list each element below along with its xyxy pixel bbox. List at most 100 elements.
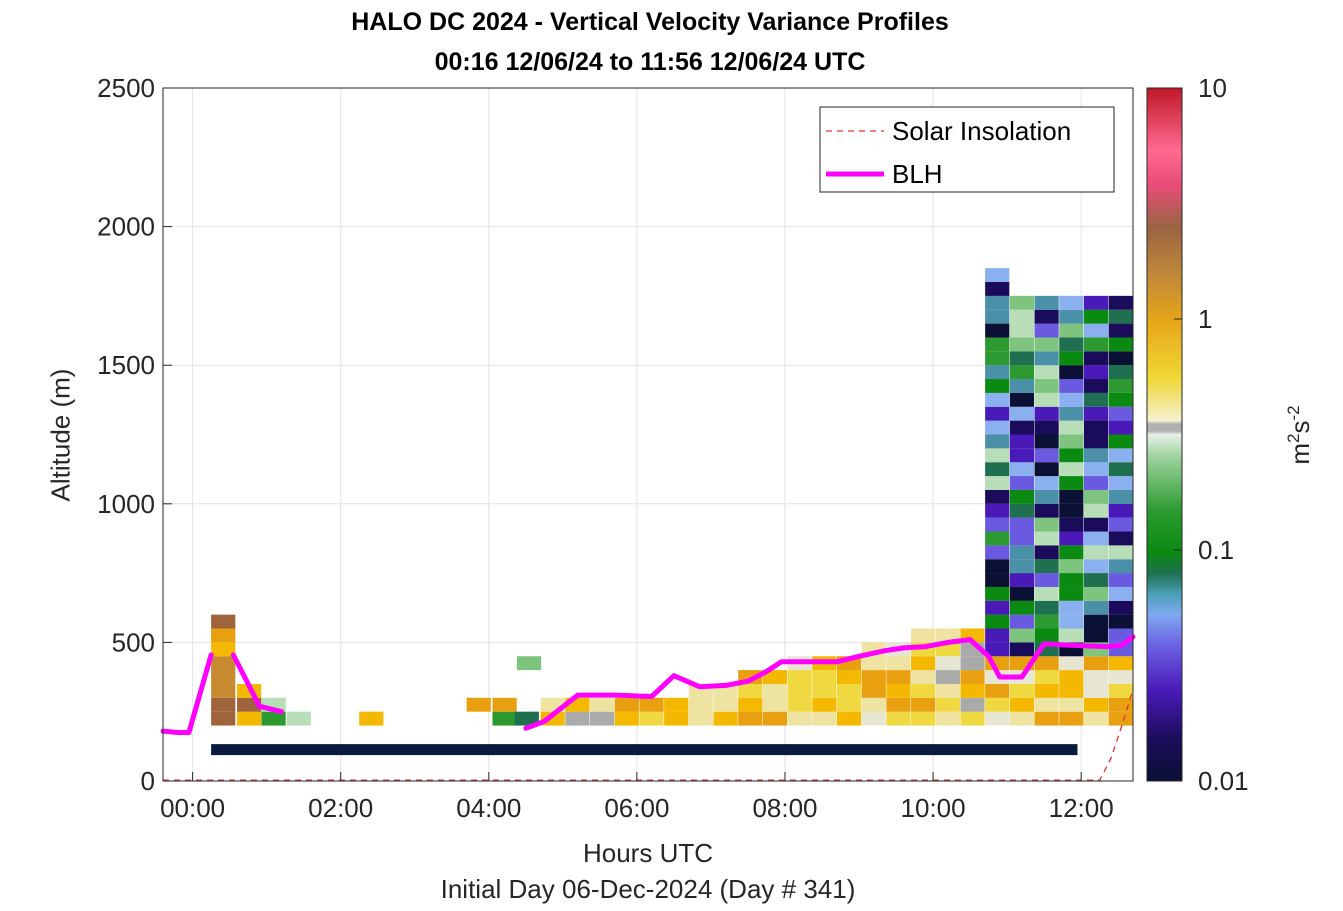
heatmap-cell xyxy=(985,392,1010,407)
x-tick-label: 06:00 xyxy=(604,793,669,823)
heatmap-cell xyxy=(935,656,960,671)
heatmap-cell xyxy=(985,628,1010,643)
heatmap-cell xyxy=(639,711,664,726)
heatmap-cell xyxy=(1009,531,1035,546)
heatmap-cell xyxy=(1059,531,1084,546)
heatmap-cell xyxy=(1108,406,1133,421)
solar-insolation-line xyxy=(163,689,1134,781)
heatmap-cell xyxy=(738,683,763,698)
heatmap-cell xyxy=(1059,656,1084,671)
heatmap-cell xyxy=(738,711,763,726)
colorbar-ticks: 0.01 0.1 1 10 xyxy=(1174,73,1249,796)
heatmap-cell xyxy=(1059,670,1084,684)
heatmap-cell xyxy=(861,683,886,698)
heatmap-cell xyxy=(466,697,491,712)
blh-line xyxy=(230,652,284,715)
heatmap-cell xyxy=(812,697,837,712)
heatmap-cell xyxy=(639,697,664,712)
heatmap-cell xyxy=(1059,392,1084,407)
heatmap-cell xyxy=(1034,656,1059,671)
heatmap-cell xyxy=(1009,379,1035,393)
heatmap-cell xyxy=(762,711,788,726)
heatmap-cell xyxy=(286,711,311,726)
y-tick-label: 0 xyxy=(141,766,155,796)
heatmap-cell xyxy=(1083,503,1109,518)
heatmap-cell xyxy=(985,351,1010,366)
baseline-bar xyxy=(211,744,1078,756)
heatmap-cell xyxy=(590,711,615,726)
heatmap-cell xyxy=(1059,351,1084,366)
heatmap-cell xyxy=(1083,711,1109,726)
colorbar: 0.01 0.1 1 10 xyxy=(1146,73,1249,796)
heatmap-cell xyxy=(861,711,886,726)
heatmap-cell xyxy=(1034,503,1059,518)
x-tick-label: 02:00 xyxy=(308,793,373,823)
heatmap-cell xyxy=(985,379,1010,393)
heatmap-cell xyxy=(812,683,837,698)
heatmap-cell xyxy=(1083,628,1109,643)
heatmap-cell xyxy=(1083,337,1109,352)
heatmap-cell xyxy=(211,697,236,712)
x-axis-ticks: 00:00 02:00 04:00 06:00 08:00 10:00 12:00 xyxy=(160,772,1114,823)
heatmap-cell xyxy=(812,670,837,684)
heatmap-cell xyxy=(1108,683,1133,698)
heatmap-cell xyxy=(1083,309,1109,324)
heatmap-cell xyxy=(1059,462,1084,477)
heatmap-cell xyxy=(1034,406,1059,421)
x-tick-label: 08:00 xyxy=(752,793,817,823)
x-tick-label: 12:00 xyxy=(1049,793,1114,823)
heatmap-cell xyxy=(1059,476,1084,490)
heatmap-cell xyxy=(1108,697,1133,712)
heatmap-cell xyxy=(1034,697,1059,712)
legend: Solar Insolation BLH xyxy=(819,106,1115,193)
heatmap-cell xyxy=(1009,614,1035,629)
heatmap-cell xyxy=(911,711,936,726)
heatmap-cell xyxy=(935,628,960,643)
heatmap-cell xyxy=(1083,462,1109,477)
heatmap-cell xyxy=(492,697,517,712)
heatmap-cell xyxy=(1083,670,1109,684)
heatmap-cell xyxy=(985,697,1010,712)
heatmap-cell xyxy=(1083,295,1109,310)
heatmap-cell xyxy=(985,323,1010,338)
heatmap-cell xyxy=(590,697,615,712)
y-tick-label: 2500 xyxy=(97,73,155,103)
heatmap-cell xyxy=(1034,337,1059,352)
heatmap-cell xyxy=(1034,323,1059,338)
heatmap-cell xyxy=(1108,614,1133,629)
heatmap-cell xyxy=(985,531,1010,546)
heatmap-cell xyxy=(1108,656,1133,671)
heatmap-cell xyxy=(1083,323,1109,338)
heatmap-cell xyxy=(1009,323,1035,338)
heatmap-cell xyxy=(1083,545,1109,560)
heatmap-cell xyxy=(1009,489,1035,504)
heatmap-cell xyxy=(1083,476,1109,490)
heatmap-cell xyxy=(1108,670,1133,684)
heatmap-cell xyxy=(836,711,862,726)
heatmap-cell xyxy=(1083,448,1109,463)
heatmap-cell xyxy=(1108,489,1133,504)
heatmap-cell xyxy=(960,670,985,684)
heatmap-cell xyxy=(1009,476,1035,490)
heatmap-cell xyxy=(985,586,1010,601)
heatmap-cell xyxy=(787,670,812,684)
heatmap-cell xyxy=(985,683,1010,698)
heatmap-cell xyxy=(1034,683,1059,698)
heatmap-cell xyxy=(1108,573,1133,587)
heatmap-cell xyxy=(1083,531,1109,546)
heatmap-cell xyxy=(1083,573,1109,587)
heatmap-cell xyxy=(1009,295,1035,310)
heatmap-cell xyxy=(237,711,262,726)
heatmap-cell xyxy=(985,489,1010,504)
heatmap-cell xyxy=(1009,586,1035,601)
heatmap-cell xyxy=(985,711,1010,726)
heatmap-cell xyxy=(1034,670,1059,684)
heatmap-cell xyxy=(1059,489,1084,504)
heatmap-cell xyxy=(1059,600,1084,615)
heatmap-cell xyxy=(688,697,713,712)
heatmap-cell xyxy=(1009,559,1035,574)
heatmap-cell xyxy=(861,670,886,684)
heatmap-cell xyxy=(911,697,936,712)
heatmap-cell xyxy=(985,420,1010,435)
heatmap-cell xyxy=(1059,420,1084,435)
